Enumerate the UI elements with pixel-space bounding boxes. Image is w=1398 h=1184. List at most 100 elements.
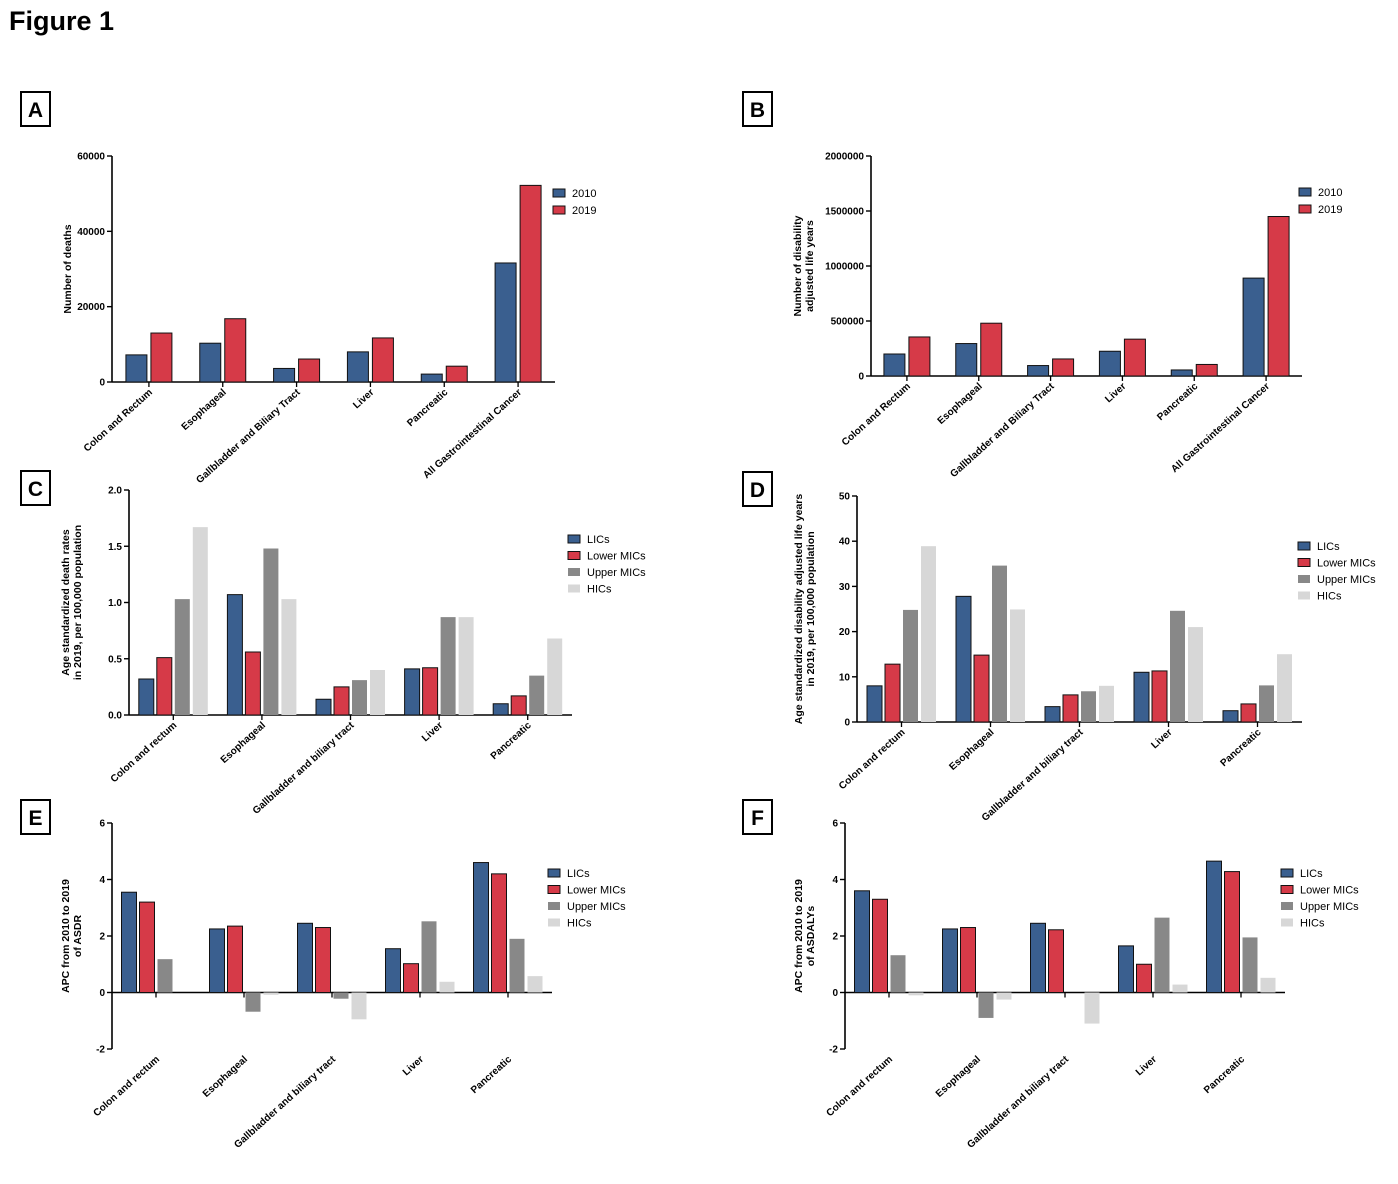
legend-label: 2019 — [572, 205, 596, 217]
y-tick-label: 20 — [839, 627, 851, 638]
bar — [1098, 350, 1121, 377]
legend-swatch — [1281, 902, 1293, 910]
x-tick-label: Colon and rectum — [824, 1054, 895, 1119]
bar — [333, 686, 350, 716]
bar — [227, 925, 243, 993]
bar — [494, 262, 517, 383]
bar — [1133, 671, 1150, 723]
legend-label: LICs — [1317, 541, 1340, 553]
y-tick-label: 0.5 — [108, 654, 122, 665]
bar — [908, 992, 924, 996]
bar — [510, 695, 527, 716]
x-tick-label: Gallbladder and biliary tract — [980, 727, 1086, 824]
bar — [992, 565, 1007, 722]
legend-label: 2010 — [572, 188, 596, 200]
bar — [422, 667, 439, 716]
bar — [156, 657, 173, 716]
legend-swatch — [1280, 885, 1294, 894]
legend-label: Lower MICs — [1317, 558, 1376, 570]
bar — [263, 548, 279, 715]
legend-label: LICs — [1300, 868, 1323, 880]
bar — [445, 365, 468, 383]
y-tick-label: 40000 — [77, 227, 105, 238]
bar — [1259, 685, 1274, 722]
y-axis-label-line: Age standardized death rates — [60, 529, 72, 676]
x-tick-label: Esophageal — [219, 720, 268, 766]
bar — [1084, 992, 1100, 1024]
x-tick-label: Esophageal — [936, 381, 985, 427]
y-axis-label-line: APC from 2010 to 2019 — [793, 879, 805, 993]
panel-letter: E — [28, 807, 42, 830]
y-tick-label: 2.0 — [108, 486, 122, 497]
x-tick-label: Pancreatic — [1219, 727, 1264, 769]
x-tick-label: Colon and Rectum — [840, 381, 913, 448]
panel-letter-box — [742, 471, 773, 507]
legend-swatch — [1298, 204, 1312, 214]
bar — [996, 992, 1012, 1000]
bar — [491, 873, 507, 993]
bar — [1048, 929, 1064, 993]
bar — [890, 955, 906, 993]
y-tick-label: 0 — [844, 718, 850, 729]
x-tick-label: Liver — [1134, 1054, 1159, 1078]
x-tick-label: Pancreatic — [1202, 1054, 1247, 1096]
bar — [978, 992, 994, 1018]
bar — [1044, 706, 1061, 723]
legend-swatch — [552, 188, 566, 198]
x-tick-label: Liver — [351, 387, 376, 411]
y-axis-label-line: Age standardized disability adjusted lif… — [793, 494, 805, 725]
bar — [955, 343, 978, 377]
bar — [1242, 277, 1265, 377]
bar — [1224, 871, 1240, 994]
y-tick-label: 4 — [99, 875, 105, 886]
legend-label: 2019 — [1318, 204, 1342, 216]
bar — [139, 901, 155, 993]
panel-letter: C — [28, 478, 43, 501]
legend-swatch — [567, 534, 581, 544]
bar — [973, 654, 990, 723]
y-axis-label: Age standardized death ratesin 2019, per… — [60, 525, 84, 680]
legend-swatch — [568, 568, 580, 576]
bar — [385, 948, 401, 994]
panel-f: F -2 0 2 4 6 APC from 2010 to 2019of ASDALYs Co… — [742, 799, 1359, 1151]
y-axis-label: Number of deaths — [62, 224, 74, 313]
y-axis-label-line: Number of deaths — [62, 224, 74, 313]
bar — [960, 927, 976, 994]
bar — [273, 367, 296, 383]
y-axis-label-line: APC from 2010 to 2019 — [60, 879, 72, 993]
bar — [942, 928, 958, 993]
y-tick-label: 0 — [832, 988, 838, 999]
panel-letter: D — [750, 479, 765, 502]
bar — [404, 668, 421, 716]
legend-swatch — [567, 551, 581, 560]
bar — [492, 703, 509, 716]
y-axis-label: Number of disabilityadjusted life years — [792, 215, 816, 316]
bar — [244, 651, 261, 716]
legend-label: Lower MICs — [567, 885, 626, 897]
y-tick-label: 0 — [99, 378, 105, 389]
bar — [1099, 685, 1114, 722]
panel-letter-box — [742, 799, 773, 835]
legend-swatch — [547, 868, 561, 878]
bar — [298, 358, 321, 383]
legend-label: LICs — [587, 534, 610, 546]
bar — [527, 976, 543, 993]
bar — [150, 332, 173, 383]
panel-letter-box — [20, 470, 51, 506]
bar — [351, 992, 367, 1020]
x-tick-label: Gallbladder and biliary tract — [251, 720, 357, 817]
bar — [352, 680, 367, 715]
legend-label: 2010 — [1318, 187, 1342, 199]
legend-label: Lower MICs — [1300, 885, 1359, 897]
bar — [199, 342, 222, 383]
y-tick-label: 6 — [99, 819, 105, 830]
bar — [439, 981, 455, 993]
panel-letter-box — [742, 91, 773, 127]
x-tick-label: Gallbladder and biliary tract — [232, 1054, 338, 1151]
bar — [519, 184, 542, 383]
bar — [403, 963, 419, 993]
bar — [1172, 984, 1188, 993]
bar — [866, 685, 883, 723]
legend-label: HICs — [1300, 918, 1325, 930]
bar — [281, 599, 297, 715]
